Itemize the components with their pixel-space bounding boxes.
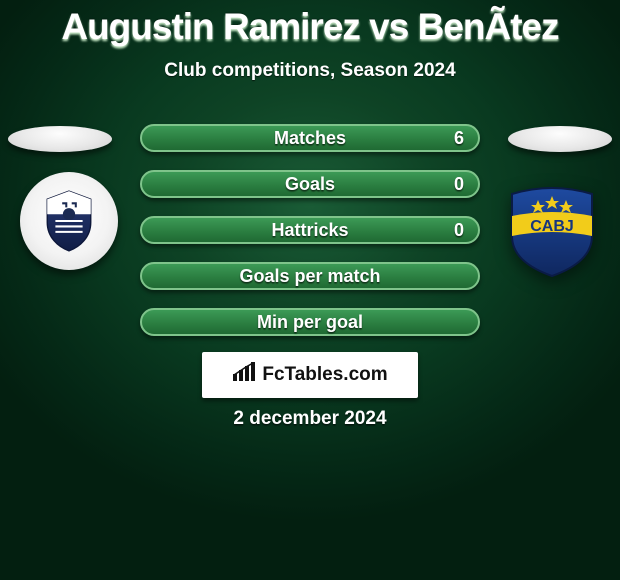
stat-value-right: 6 [454, 128, 464, 149]
stat-value-right: 0 [454, 220, 464, 241]
crest-right-text: CABJ [530, 218, 574, 235]
shield-icon [35, 187, 103, 255]
stat-row-hattricks: Hattricks 0 [140, 216, 480, 244]
stat-value-right: 0 [454, 174, 464, 195]
stat-label: Matches [274, 128, 346, 149]
date-line: 2 december 2024 [0, 408, 620, 430]
brand-text: FcTables.com [262, 364, 387, 386]
stat-label: Goals [285, 174, 335, 195]
page-title: Augustin Ramirez vs BenÃ­tez [0, 0, 620, 48]
player-left-avatar [8, 126, 112, 152]
shield-icon: CABJ [502, 180, 602, 280]
bar-chart-icon [232, 362, 256, 388]
stat-label: Hattricks [271, 220, 348, 241]
team-crest-left [20, 172, 118, 270]
stat-row-matches: Matches 6 [140, 124, 480, 152]
stat-rows: Matches 6 Goals 0 Hattricks 0 Goals per … [140, 124, 480, 354]
stat-row-mpg: Min per goal [140, 308, 480, 336]
stat-label: Goals per match [239, 266, 380, 287]
infographic-root: Augustin Ramirez vs BenÃ­tez Club compet… [0, 0, 620, 580]
stat-row-goals: Goals 0 [140, 170, 480, 198]
subtitle: Club competitions, Season 2024 [0, 60, 620, 82]
stat-label: Min per goal [257, 312, 363, 333]
brand-box: FcTables.com [202, 352, 418, 398]
player-right-avatar [508, 126, 612, 152]
team-crest-right: CABJ [502, 180, 600, 278]
stat-row-gpm: Goals per match [140, 262, 480, 290]
